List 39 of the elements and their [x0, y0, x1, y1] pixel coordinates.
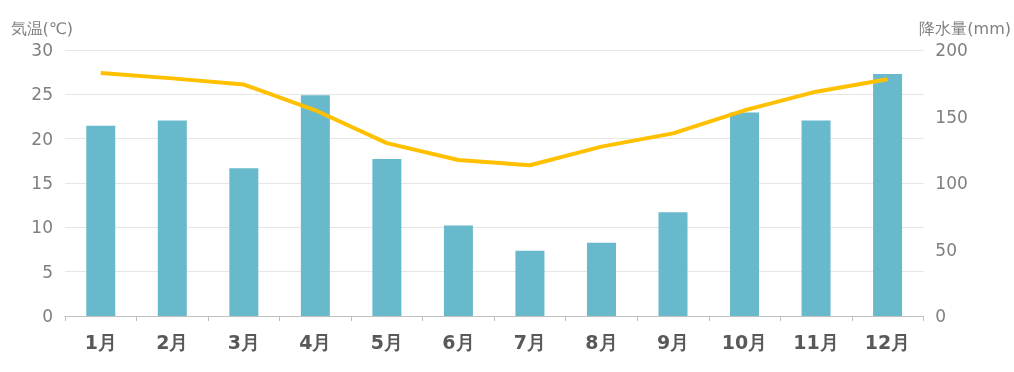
- bar: [515, 250, 545, 316]
- x-tick-label: 8月: [585, 330, 618, 353]
- y2-tick-label: 200: [935, 40, 968, 60]
- y2-tick-label: 0: [935, 306, 947, 326]
- x-tick-label: 11月: [793, 330, 839, 353]
- y-tick-label: 25: [31, 84, 53, 105]
- y-tick-label: 30: [31, 40, 53, 60]
- bar: [229, 168, 259, 316]
- x-tick-label: 10月: [721, 330, 768, 353]
- x-tick-label: 6月: [442, 330, 475, 353]
- bar: [300, 95, 330, 316]
- line-series: [98, 71, 890, 168]
- y-tick-label: 5: [42, 261, 53, 282]
- y2-tick-label: 50: [935, 239, 957, 260]
- bar: [372, 159, 402, 316]
- y-axis-title: 気温(℃): [10, 18, 73, 38]
- x-tick-label: 9月: [656, 330, 690, 353]
- x-tick-label: 5月: [370, 330, 403, 353]
- y2-axis-title: 降水量(mm): [919, 18, 1011, 38]
- x-tick-label: 4月: [299, 330, 332, 353]
- bar: [730, 112, 760, 316]
- bar: [586, 242, 616, 316]
- bar: [658, 212, 688, 316]
- x-tick-label: 2月: [156, 330, 189, 353]
- x-tick-label: 1月: [84, 330, 117, 353]
- bar: [443, 225, 473, 316]
- y-tick-label: 10: [31, 217, 53, 238]
- x-tick-label: 12月: [864, 330, 911, 353]
- bar: [86, 125, 116, 316]
- bar: [873, 73, 903, 316]
- y-tick-label: 20: [31, 128, 53, 149]
- y-tick-label: 0: [42, 306, 53, 326]
- bar: [801, 120, 831, 316]
- y2-tick-label: 100: [935, 173, 968, 193]
- x-tick-label: 3月: [227, 330, 260, 353]
- y-tick-label: 15: [31, 173, 53, 193]
- x-tick-label: 7月: [513, 330, 547, 353]
- bar: [157, 120, 187, 316]
- y2-tick-label: 150: [935, 106, 968, 127]
